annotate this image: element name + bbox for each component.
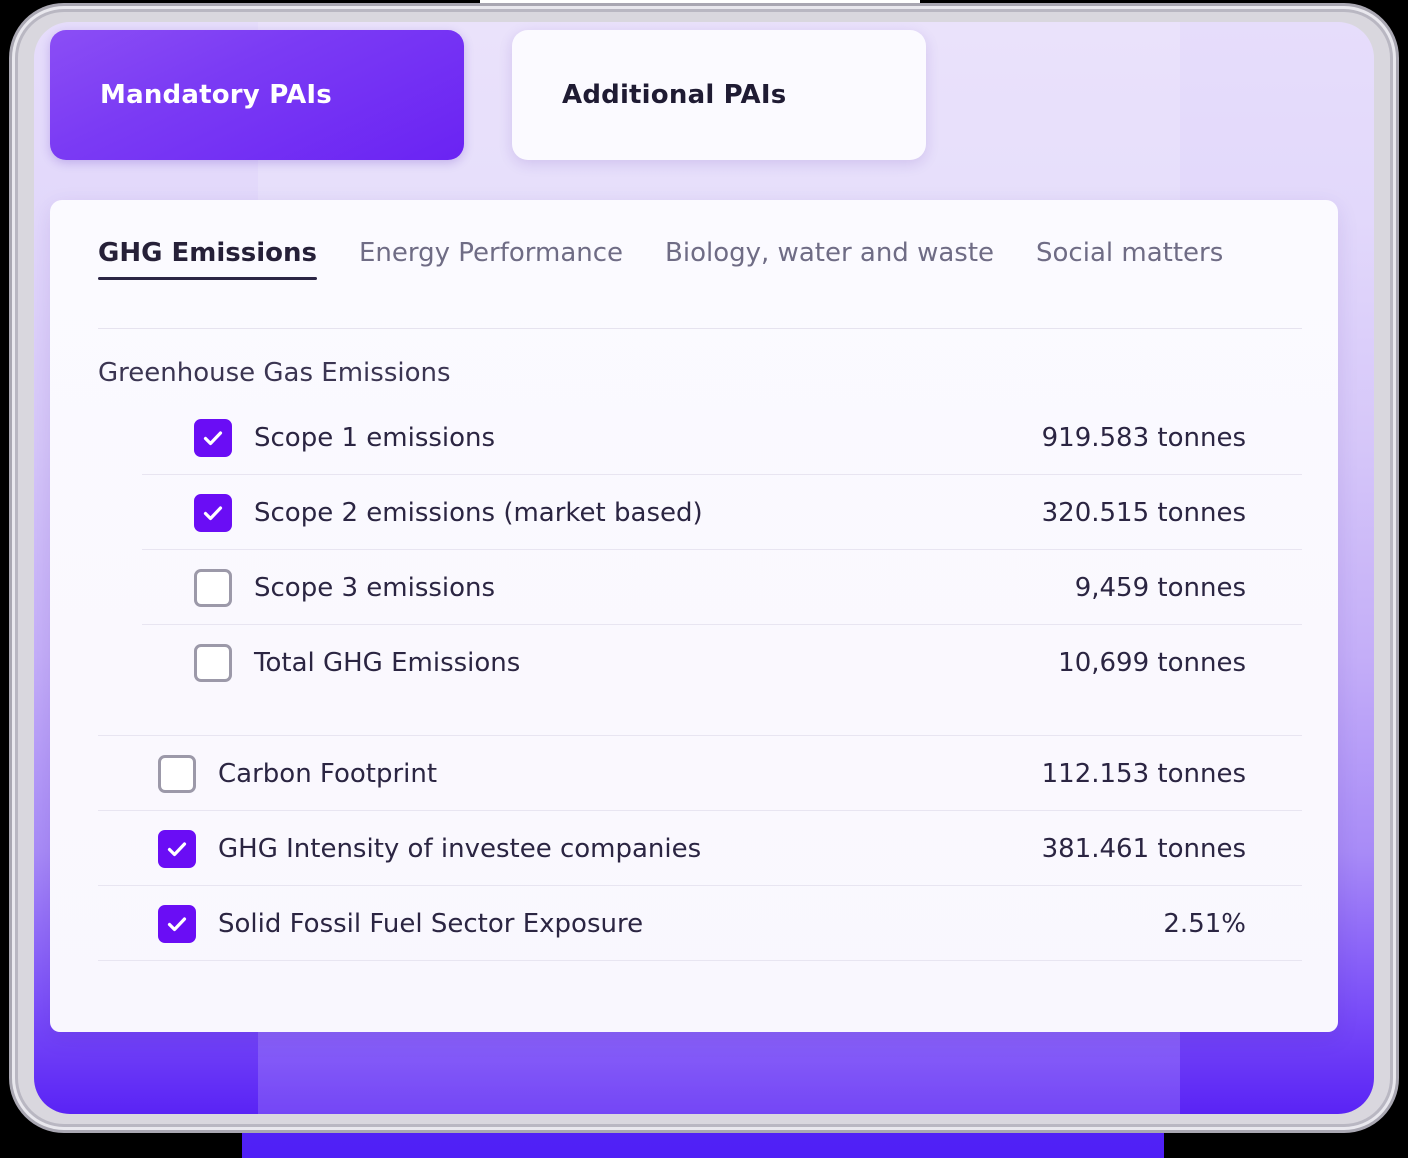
table-row[interactable]: Scope 3 emissions 9,459 tonnes xyxy=(50,550,1338,625)
row-value: 10,699 tonnes xyxy=(1058,647,1246,678)
subtab-energy-performance[interactable]: Energy Performance xyxy=(359,238,623,280)
table-row[interactable]: Scope 2 emissions (market based) 320.515… xyxy=(50,475,1338,550)
tab-additional-pais-label: Additional PAIs xyxy=(562,80,787,110)
row-label: Scope 3 emissions xyxy=(254,572,496,603)
check-icon xyxy=(158,754,196,793)
content-card: GHG Emissions Energy Performance Biology… xyxy=(50,200,1338,1032)
check-icon xyxy=(194,418,232,457)
row-label: Scope 1 emissions xyxy=(254,422,496,453)
other-rows-group: Carbon Footprint 112.153 tonnes GHG Inte… xyxy=(50,736,1338,961)
subtab-ghg-emissions[interactable]: GHG Emissions xyxy=(98,238,317,280)
row-divider xyxy=(98,885,1302,886)
row-value: 320.515 tonnes xyxy=(1041,497,1246,528)
subtab-social-matters[interactable]: Social matters xyxy=(1036,238,1223,280)
table-row[interactable]: Scope 1 emissions 919.583 tonnes xyxy=(50,400,1338,475)
group-gap xyxy=(50,700,1338,736)
row-label: Scope 2 emissions (market based) xyxy=(254,497,703,528)
row-value: 2.51% xyxy=(1163,908,1246,939)
table-row[interactable]: GHG Intensity of investee companies 381.… xyxy=(50,811,1338,886)
subtab-biology-water-waste-label: Biology, water and waste xyxy=(665,238,995,268)
row-divider xyxy=(142,474,1302,475)
check-icon xyxy=(194,568,232,607)
row-divider xyxy=(98,960,1302,961)
tab-mandatory-pais-label: Mandatory PAIs xyxy=(100,80,332,110)
check-icon xyxy=(194,643,232,682)
row-divider xyxy=(98,810,1302,811)
row-label: Carbon Footprint xyxy=(218,758,438,789)
tab-mandatory-pais[interactable]: Mandatory PAIs xyxy=(50,30,464,160)
row-label: Total GHG Emissions xyxy=(254,647,521,678)
section-title: Greenhouse Gas Emissions xyxy=(98,358,451,388)
row-value: 9,459 tonnes xyxy=(1074,572,1246,603)
row-value: 919.583 tonnes xyxy=(1041,422,1246,453)
checkbox-scope-2[interactable] xyxy=(194,493,232,532)
row-divider xyxy=(142,624,1302,625)
tab-additional-pais[interactable]: Additional PAIs xyxy=(512,30,926,160)
check-icon xyxy=(194,493,232,532)
table-row[interactable]: Carbon Footprint 112.153 tonnes xyxy=(50,736,1338,811)
scope-rows-group: Scope 1 emissions 919.583 tonnes Scope 2… xyxy=(50,400,1338,700)
checkbox-scope-1[interactable] xyxy=(194,418,232,457)
subtab-ghg-emissions-label: GHG Emissions xyxy=(98,238,317,268)
pai-rows: Scope 1 emissions 919.583 tonnes Scope 2… xyxy=(50,400,1338,961)
checkbox-solid-fossil-fuel[interactable] xyxy=(158,904,196,943)
group-divider xyxy=(98,735,1302,736)
subtab-biology-water-waste[interactable]: Biology, water and waste xyxy=(665,238,994,280)
subtab-energy-performance-label: Energy Performance xyxy=(358,238,624,268)
check-icon xyxy=(158,904,196,943)
subtab-social-matters-label: Social matters xyxy=(1036,238,1224,268)
table-row[interactable]: Total GHG Emissions 10,699 tonnes xyxy=(50,625,1338,700)
check-icon xyxy=(158,829,196,868)
row-divider xyxy=(142,549,1302,550)
row-label: GHG Intensity of investee companies xyxy=(218,833,702,864)
row-label: Solid Fossil Fuel Sector Exposure xyxy=(218,908,644,939)
table-row[interactable]: Solid Fossil Fuel Sector Exposure 2.51% xyxy=(50,886,1338,961)
row-value: 112.153 tonnes xyxy=(1041,758,1246,789)
device-screen: Mandatory PAIs Additional PAIs GHG Emiss… xyxy=(34,22,1374,1114)
row-value: 381.461 tonnes xyxy=(1041,833,1246,864)
checkbox-carbon-footprint[interactable] xyxy=(158,754,196,793)
checkbox-ghg-intensity[interactable] xyxy=(158,829,196,868)
main-tabbar: Mandatory PAIs Additional PAIs xyxy=(34,22,1374,170)
subtab-divider xyxy=(98,328,1302,329)
device-frame: Mandatory PAIs Additional PAIs GHG Emiss… xyxy=(18,12,1390,1124)
checkbox-total-ghg[interactable] xyxy=(194,643,232,682)
checkbox-scope-3[interactable] xyxy=(194,568,232,607)
subtab-bar: GHG Emissions Energy Performance Biology… xyxy=(98,238,1302,302)
